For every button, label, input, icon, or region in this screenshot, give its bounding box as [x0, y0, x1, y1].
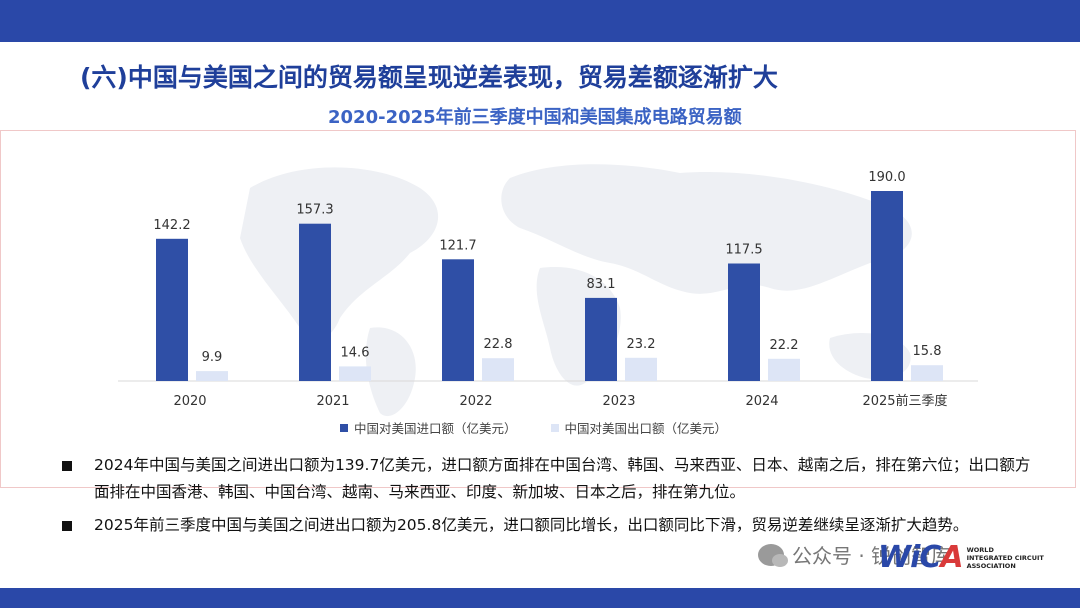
- watermark-text: 公众号 · 锐创智库: [792, 544, 952, 568]
- data-label-import: 117.5: [725, 243, 762, 258]
- logo-subtitle-line: WORLD: [966, 545, 994, 554]
- bar-import: [728, 263, 760, 381]
- slide-title: (六)中国与美国之间的贸易额呈现逆差表现，贸易差额逐渐扩大: [80, 63, 778, 92]
- x-tick-label: 2025前三季度: [862, 393, 947, 409]
- bar-export: [196, 371, 228, 381]
- x-tick-label: 2020: [173, 394, 206, 409]
- data-label-import: 157.3: [296, 203, 333, 218]
- data-label-import: 121.7: [439, 238, 476, 253]
- legend-item-import: 中国对美国进口额（亿美元）: [340, 418, 517, 437]
- bar-import: [299, 223, 331, 381]
- x-tick-label: 2023: [602, 394, 635, 409]
- data-label-export: 15.8: [913, 344, 942, 359]
- world-map-icon: [240, 164, 912, 417]
- watermark: 公众号 · 锐创智库: [758, 540, 951, 569]
- wica-logo: WiCA WORLD INTEGRATED CIRCUIT ASSOCIATIO…: [878, 540, 1044, 575]
- logo-word: WiCA: [878, 540, 964, 575]
- legend-label-import: 中国对美国进口额（亿美元）: [354, 421, 517, 436]
- data-label-export: 14.6: [341, 345, 370, 360]
- x-tick-label: 2024: [745, 394, 778, 409]
- data-label-export: 22.8: [484, 337, 513, 352]
- x-tick-label: 2022: [459, 394, 492, 409]
- bar-import: [871, 191, 903, 381]
- bullet-text: 2025年前三季度中国与美国之间进出口额为205.8亿美元，进口额同比增长，出口…: [94, 516, 969, 534]
- legend-item-export: 中国对美国出口额（亿美元）: [550, 418, 728, 437]
- square-bullet-icon: [62, 521, 72, 531]
- wechat-icon: [758, 543, 788, 567]
- top-bar: [0, 0, 1080, 42]
- bar-import: [585, 297, 617, 381]
- data-label-export: 9.9: [202, 350, 223, 365]
- data-label-import: 190.0: [868, 170, 905, 185]
- bar-export: [768, 358, 800, 381]
- bar-import: [156, 238, 188, 381]
- bullet-list: 2024年中国与美国之间进出口额为139.7亿美元，进口额方面排在中国台湾、韩国…: [62, 452, 1042, 545]
- bar-import: [442, 259, 474, 381]
- bar-export: [339, 366, 371, 381]
- legend-swatch-export: [550, 423, 559, 432]
- bottom-bar: [0, 588, 1080, 608]
- logo-word-accent: A: [940, 540, 963, 575]
- chart-legend: 中国对美国进口额（亿美元） 中国对美国出口额（亿美元）: [340, 418, 727, 437]
- logo-subtitle-line: INTEGRATED CIRCUIT: [966, 553, 1044, 562]
- bullet-text: 2024年中国与美国之间进出口额为139.7亿美元，进口额方面排在中国台湾、韩国…: [94, 456, 1031, 501]
- data-label-export: 23.2: [627, 337, 656, 352]
- data-label-import: 142.2: [153, 218, 190, 233]
- logo-subtitle-line: ASSOCIATION: [966, 561, 1016, 570]
- square-bullet-icon: [62, 461, 72, 471]
- logo-word-main: WiC: [878, 540, 941, 575]
- bar-export: [482, 358, 514, 381]
- data-label-import: 83.1: [587, 277, 616, 292]
- legend-swatch-import: [340, 423, 348, 432]
- bar-export: [911, 365, 943, 381]
- data-label-export: 22.2: [770, 338, 799, 353]
- x-tick-label: 2021: [316, 394, 349, 409]
- bullet-item: 2024年中国与美国之间进出口额为139.7亿美元，进口额方面排在中国台湾、韩国…: [62, 452, 1042, 506]
- bullet-item: 2025年前三季度中国与美国之间进出口额为205.8亿美元，进口额同比增长，出口…: [62, 512, 1042, 539]
- chart-frame: [0, 130, 1076, 488]
- logo-subtitle: WORLD INTEGRATED CIRCUIT ASSOCIATION: [967, 546, 1044, 570]
- chart-title: 2020-2025年前三季度中国和美国集成电路贸易额: [328, 107, 742, 128]
- bar-export: [625, 357, 657, 381]
- legend-label-export: 中国对美国出口额（亿美元）: [564, 421, 728, 436]
